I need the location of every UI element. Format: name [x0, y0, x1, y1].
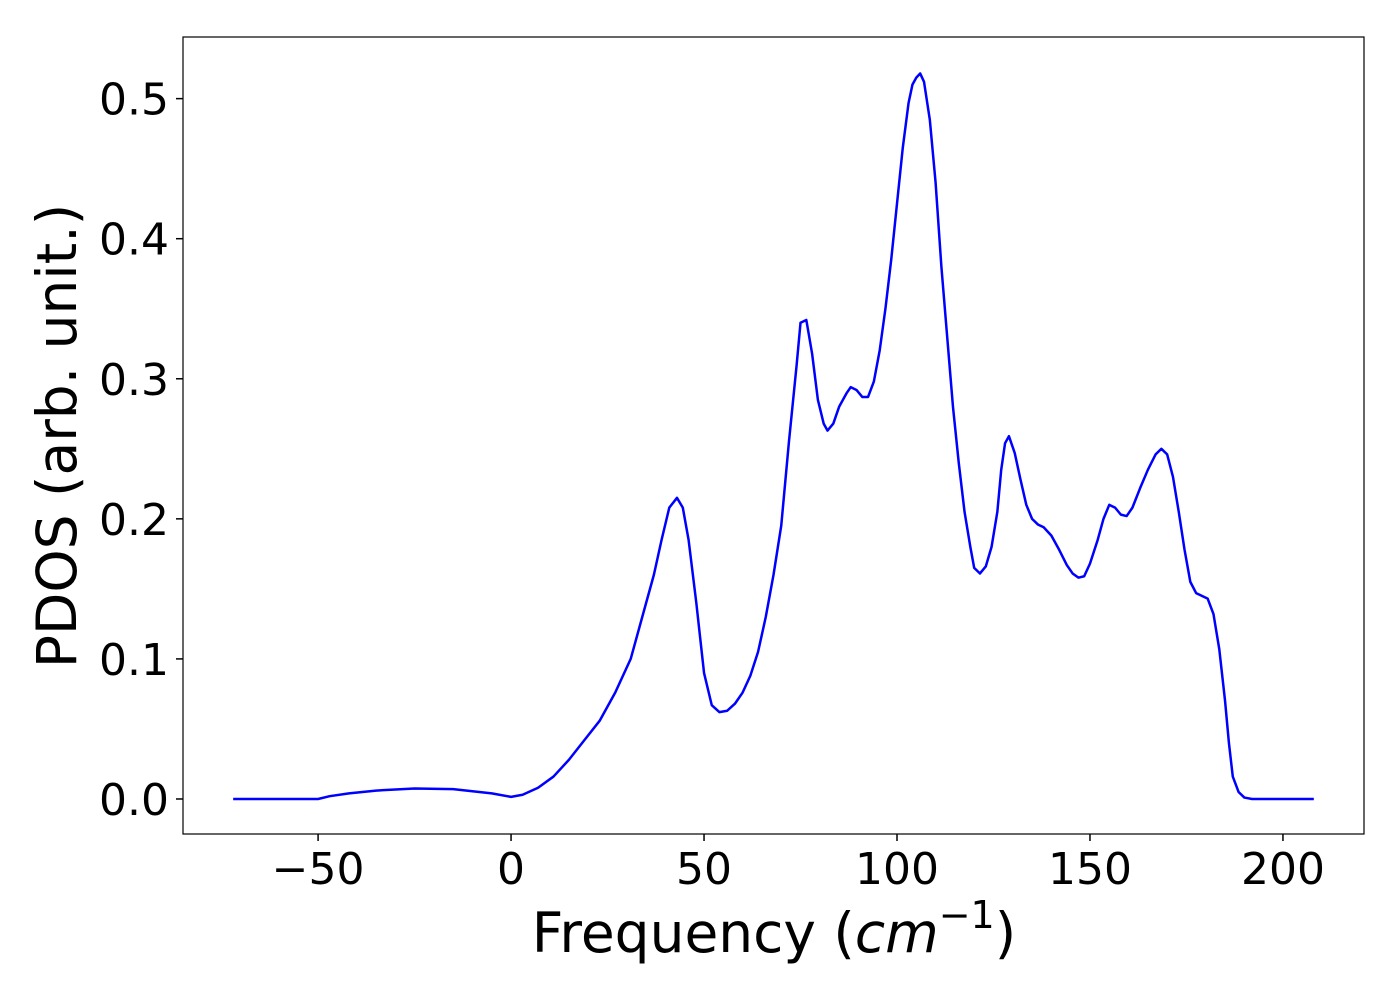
x-label-close: ): [995, 901, 1016, 965]
y-axis-label: PDOS (arb. unit.): [25, 204, 89, 668]
y-tick-label: 0.1: [99, 635, 169, 686]
x-tick-label: 0: [497, 844, 525, 895]
y-tick-label: 0.5: [99, 75, 169, 126]
x-tick-label: 150: [1048, 844, 1132, 895]
x-tick-label: 200: [1241, 844, 1325, 895]
data-line: [233, 72, 1314, 801]
x-label-math: cm: [855, 901, 939, 965]
y-tick-label: 0.4: [99, 215, 169, 266]
x-tick-label: −50: [272, 844, 365, 895]
x-tick-label: 100: [855, 844, 939, 895]
plot-frame: [182, 36, 1365, 835]
x-label-text: Frequency (: [532, 901, 855, 965]
x-axis-label: Frequency (cm−1): [532, 893, 1016, 965]
y-tick-label: 0.2: [99, 495, 169, 546]
y-tick-label: 0.0: [99, 775, 169, 826]
x-tick-label: 50: [676, 844, 732, 895]
y-tick-label: 0.3: [99, 355, 169, 406]
x-label-sup: −1: [939, 893, 995, 937]
